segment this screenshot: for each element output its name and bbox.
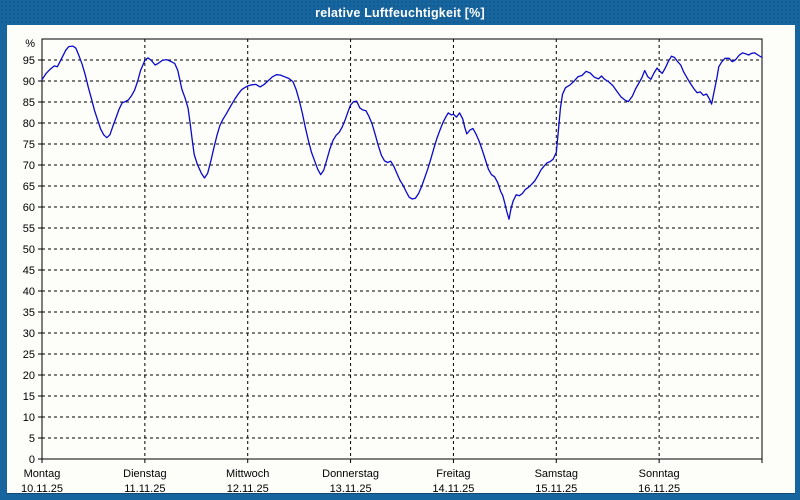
- day-name-label: Donnerstag: [322, 468, 379, 480]
- day-date-label: 12.11.25: [227, 483, 269, 494]
- y-tick-label: 65: [23, 181, 35, 193]
- day-date-label: 16.11.25: [638, 483, 680, 494]
- day-date-label: 15.11.25: [535, 483, 577, 494]
- day-name-label: Montag: [24, 468, 61, 480]
- chart-panel: 0 5 10 15 20 25 30 35 40 45 50 55 60 65 70 75 80 85 90 95% M…: [7, 25, 795, 495]
- day-name-label: Sonntag: [639, 468, 680, 480]
- day-date-label: 10.11.25: [21, 483, 63, 494]
- y-axis-labels: 0 5 10 15 20 25 30 35 40 45 50 55 60 65 70 75 80 85 90 95%: [23, 38, 35, 466]
- grid-lines: [42, 39, 762, 459]
- y-tick-label: 60: [23, 202, 35, 214]
- y-tick-label: 0: [29, 454, 35, 466]
- y-tick-label: 25: [23, 349, 35, 361]
- window-title-bar[interactable]: relative Luftfeuchtigkeit [%]: [0, 0, 800, 25]
- x-axis-labels: Montag 10.11.25 Dienstag 11.11.25 Mittwoch 12…: [21, 468, 680, 495]
- day-name-label: Dienstag: [123, 468, 166, 480]
- y-tick-label: 70: [23, 160, 35, 172]
- y-tick-label: 95: [23, 55, 35, 67]
- y-axis-unit-label: %: [25, 38, 35, 50]
- y-tick-label: 5: [29, 433, 35, 445]
- day-name-label: Mittwoch: [226, 468, 269, 480]
- y-tick-label: 10: [23, 412, 35, 424]
- humidity-chart-canvas[interactable]: 0 5 10 15 20 25 30 35 40 45 50 55 60 65 70 75 80 85 90 95% M…: [7, 25, 795, 495]
- y-tick-label: 85: [23, 97, 35, 109]
- y-tick-label: 35: [23, 307, 35, 319]
- y-tick-label: 75: [23, 139, 35, 151]
- day-name-label: Freitag: [436, 468, 470, 480]
- y-tick-label: 20: [23, 370, 35, 382]
- axis-ticks: [38, 59, 763, 463]
- window-title: relative Luftfeuchtigkeit [%]: [315, 5, 485, 20]
- y-tick-label: 55: [23, 223, 35, 235]
- humidity-line: [41, 45, 763, 220]
- day-date-label: 11.11.25: [124, 483, 165, 494]
- y-tick-label: 40: [23, 286, 35, 298]
- day-date-label: 14.11.25: [432, 483, 474, 494]
- day-date-label: 13.11.25: [330, 483, 372, 494]
- y-tick-label: 50: [23, 244, 35, 256]
- y-tick-label: 15: [23, 391, 35, 403]
- y-tick-label: 45: [23, 265, 35, 277]
- plot-border: [41, 38, 763, 460]
- day-name-label: Samstag: [535, 468, 578, 480]
- y-tick-label: 90: [23, 76, 35, 88]
- y-tick-label: 30: [23, 328, 35, 340]
- y-tick-label: 80: [23, 118, 35, 130]
